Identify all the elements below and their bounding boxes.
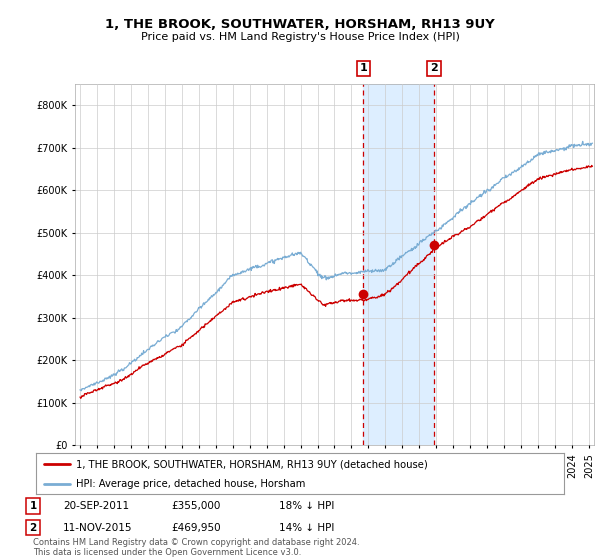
Text: 1, THE BROOK, SOUTHWATER, HORSHAM, RH13 9UY (detached house): 1, THE BROOK, SOUTHWATER, HORSHAM, RH13 … xyxy=(76,459,427,469)
Text: 1: 1 xyxy=(359,63,367,73)
Text: 1, THE BROOK, SOUTHWATER, HORSHAM, RH13 9UY: 1, THE BROOK, SOUTHWATER, HORSHAM, RH13 … xyxy=(105,18,495,31)
Text: HPI: Average price, detached house, Horsham: HPI: Average price, detached house, Hors… xyxy=(76,479,305,489)
Text: 2: 2 xyxy=(430,63,438,73)
Text: 18% ↓ HPI: 18% ↓ HPI xyxy=(279,501,334,511)
Text: 20-SEP-2011: 20-SEP-2011 xyxy=(63,501,129,511)
Text: 1: 1 xyxy=(29,501,37,511)
Text: £469,950: £469,950 xyxy=(171,522,221,533)
Text: 2: 2 xyxy=(29,522,37,533)
Text: £355,000: £355,000 xyxy=(171,501,220,511)
Text: Price paid vs. HM Land Registry's House Price Index (HPI): Price paid vs. HM Land Registry's House … xyxy=(140,32,460,42)
Text: 11-NOV-2015: 11-NOV-2015 xyxy=(63,522,133,533)
Text: 14% ↓ HPI: 14% ↓ HPI xyxy=(279,522,334,533)
Text: Contains HM Land Registry data © Crown copyright and database right 2024.
This d: Contains HM Land Registry data © Crown c… xyxy=(33,538,359,557)
Bar xyxy=(364,84,434,445)
